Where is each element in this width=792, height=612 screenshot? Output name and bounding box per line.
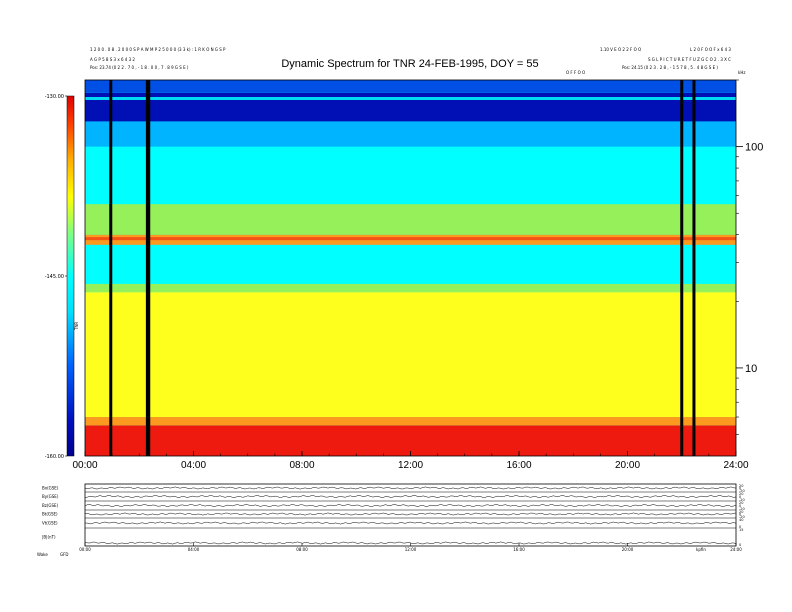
lower-x-tick-label-2: 08:00 xyxy=(296,547,308,552)
x-tick-label-2: 08:00 xyxy=(289,460,314,471)
panel-trace-0 xyxy=(84,486,737,490)
colorbar-tick-label-0: -130.00 xyxy=(45,94,64,100)
lower-panel-frame xyxy=(84,483,737,547)
panel-2-tick-0: 20 xyxy=(739,501,743,505)
center-marker-label: O F F O O xyxy=(566,70,586,75)
panel-3-tick-0: 20 xyxy=(739,510,743,514)
panel-5-tick-1: 0 xyxy=(739,543,741,547)
panel-label-3: Bt(GSE) xyxy=(42,512,58,517)
header-right-line-3: S G L P I C T U R E T F U Z G C O 2 . 3 … xyxy=(648,57,731,62)
panel-4-tick-1: 0 xyxy=(739,525,741,529)
panel-label-1: By(GSE) xyxy=(42,494,59,499)
y-tick-label-1: 10 xyxy=(745,363,757,375)
chart-title: Dynamic Spectrum for TNR 24-FEB-1995, DO… xyxy=(281,58,539,70)
panel-trace-4 xyxy=(84,521,737,525)
header-right-line-2: L 2 0 F O O F x 6 4 3 xyxy=(690,47,731,52)
colorbar-label: TNR xyxy=(74,322,79,331)
header-left-line-2: A G P 5 8 S 3 x 6 4 3 2 xyxy=(90,57,135,62)
panel-4-tick-0: 40 xyxy=(739,518,743,522)
intensity-band-10 xyxy=(85,80,736,93)
x-tick-label-5: 20:00 xyxy=(615,460,640,471)
header-right-line-1: 1.10 V E O 2 2 F O O xyxy=(600,47,642,52)
lower-x-tick-label-1: 04:00 xyxy=(188,547,200,552)
x-tick-label-0: 00:00 xyxy=(72,460,97,471)
header-left-pos: Pos: 23.74 (0 2 2 . 7 0 , - 1 8 . 0 0 , … xyxy=(90,65,189,70)
lower-x-tick-label-5: 20:00 xyxy=(622,547,634,552)
lower-x-tick-label-6: 24:00 xyxy=(730,547,742,552)
panel-0-tick-0: 20 xyxy=(739,484,743,488)
x-tick-label-3: 12:00 xyxy=(398,460,423,471)
x-tick-label-6: 24:00 xyxy=(723,460,748,471)
lower-x-tick-label-3: 12:00 xyxy=(405,547,417,552)
intensity-band-3 xyxy=(85,283,736,293)
panel-1-tick-2: -20 xyxy=(739,498,745,502)
y-axis-unit-label: kHz xyxy=(738,70,745,75)
panel-trace-3 xyxy=(84,512,737,516)
panel-3-tick-1: 0 xyxy=(739,513,741,517)
panel-0-tick-1: 0 xyxy=(739,487,741,491)
lower-x-tick-label-4: 16:00 xyxy=(513,547,525,552)
header-right-pos: Pos: 24.15 (0 2 3 . 2 8 , - 1 5 7 8 , 5 … xyxy=(622,65,718,70)
footer-right-label: kpfin xyxy=(696,547,706,552)
y-tick-label-0: 100 xyxy=(745,142,763,154)
colorbar: -130.00 -145.00 -160.00 TNR xyxy=(45,94,79,460)
data-gap-2 xyxy=(147,80,151,456)
colorbar-tick-label-1: -145.00 xyxy=(45,274,64,280)
intensity-band-0 xyxy=(85,425,736,456)
data-gap-4 xyxy=(692,80,696,456)
intensity-band-4 xyxy=(85,244,736,284)
x-tick-label-1: 04:00 xyxy=(181,460,206,471)
panel-0-tick-2: -20 xyxy=(739,489,745,493)
top-light-strip xyxy=(85,97,736,100)
panel-2-tick-2: -20 xyxy=(739,507,745,511)
panel-5-tick-0: 15 xyxy=(739,528,743,532)
header-left-line-1: 1 2 0 0 . 0 8 . 2 0 0 0 S P A W M P 2 5 … xyxy=(90,47,226,52)
panel-label-2: Bz(GSE) xyxy=(42,503,59,508)
intensity-band-7 xyxy=(85,146,736,205)
intensity-band-6 xyxy=(85,204,736,235)
panel-trace-2 xyxy=(84,504,737,507)
panel-label-0: Bx(GSE) xyxy=(42,486,59,491)
panel-1-tick-1: 0 xyxy=(739,495,741,499)
panel-1-tick-0: 20 xyxy=(739,492,743,496)
intensity-band-2 xyxy=(85,292,736,418)
spectrogram-axes: 00:00 04:00 08:00 12:00 16:00 20:00 24:00 100 10… xyxy=(72,70,763,471)
footer-left-value: GFD xyxy=(60,552,68,557)
panel-label-5: |B|(nT) xyxy=(42,535,56,540)
footer-left-label: Wake xyxy=(37,552,48,557)
colorbar-tick-label-2: -160.00 xyxy=(45,454,64,460)
panel-2-tick-1: 0 xyxy=(739,504,741,508)
intensity-band-1 xyxy=(85,417,736,426)
data-gap-3 xyxy=(680,80,684,456)
emission-line-core xyxy=(85,237,736,241)
panel-label-4: Vt(GSE) xyxy=(42,521,58,526)
panel-trace-1 xyxy=(84,495,737,498)
x-tick-label-4: 16:00 xyxy=(506,460,531,471)
intensity-band-8 xyxy=(85,121,736,147)
lower-x-tick-label-0: 00:00 xyxy=(79,547,91,552)
colorbar-gradient xyxy=(66,95,75,457)
data-gap-0 xyxy=(109,80,113,456)
spectrogram-image xyxy=(85,80,736,456)
panel-3-tick-2: -20 xyxy=(739,515,745,519)
